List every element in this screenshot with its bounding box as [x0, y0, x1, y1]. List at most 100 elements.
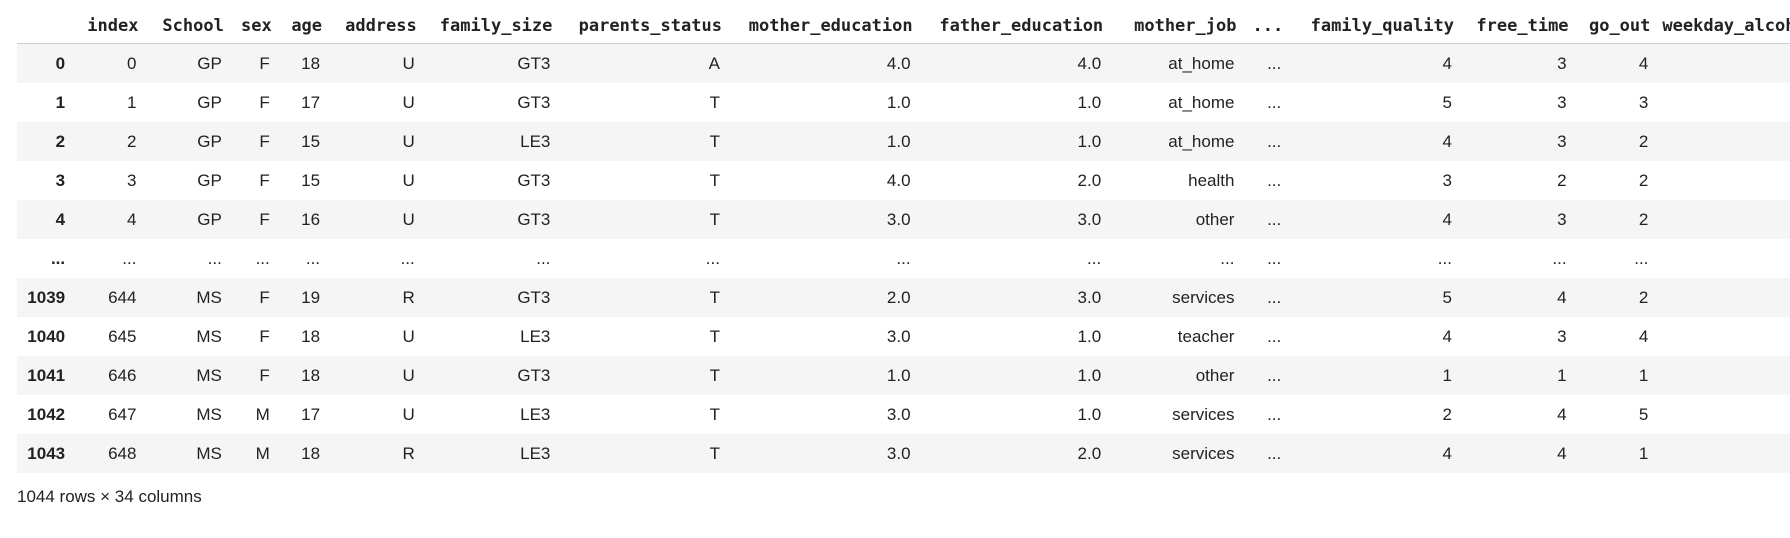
table-cell: 1.0	[1077, 405, 1102, 424]
table-cell: R	[402, 444, 415, 463]
table-cell: 3.0	[886, 327, 911, 346]
dataframe-shape-summary: 1044 rows × 34 columns	[17, 487, 202, 506]
table-cell: ...	[896, 249, 911, 268]
column-header: family_size	[422, 9, 559, 44]
table-cell: 648	[108, 444, 137, 463]
table-cell: 0	[126, 54, 137, 73]
table-cell: 15	[301, 132, 321, 151]
row-index-label: 3	[55, 171, 66, 190]
table-cell: GP	[197, 132, 222, 151]
column-header: index	[73, 9, 145, 44]
table-cell: ...	[255, 249, 270, 268]
table-cell: 2	[1638, 288, 1649, 307]
row-index-label: 1	[55, 93, 66, 112]
table-cell: 17	[301, 93, 321, 112]
table-cell: M	[255, 444, 270, 463]
table-cell: MS	[196, 327, 222, 346]
table-cell: ...	[400, 249, 415, 268]
table-cell: ...	[1267, 405, 1282, 424]
table-cell: 4	[1557, 444, 1567, 463]
column-header: weekday_alcohol_	[1656, 9, 1790, 44]
table-cell: at_home	[1168, 132, 1235, 151]
table-cell: F	[259, 171, 270, 190]
table-cell: 1	[1442, 366, 1452, 385]
table-cell	[1656, 83, 1790, 122]
table-cell: ...	[1267, 288, 1282, 307]
table-cell: 4	[1442, 210, 1452, 229]
table-cell: 3.0	[1077, 210, 1102, 229]
table-cell: 2	[1442, 405, 1452, 424]
column-header: School	[144, 9, 230, 44]
row-index-label: 1043	[27, 444, 66, 463]
table-cell: 16	[301, 210, 321, 229]
table-cell: 1	[1557, 366, 1567, 385]
table-cell: 5	[1442, 93, 1452, 112]
table-cell: 3.0	[1077, 288, 1102, 307]
table-cell: LE3	[520, 444, 551, 463]
table-cell: ...	[207, 249, 222, 268]
table-cell	[1656, 434, 1790, 473]
table-row: 1040 645 MS F 18 U LE3 T 3.0 1.0 teacher... 4 3 4	[17, 317, 1790, 356]
table-row: 1 1 GP F 17 U GT3 T 1.0 1.0 at_home... 5 3 3	[17, 83, 1790, 122]
dataframe-table: index School sex age address family_size paren…	[17, 9, 1790, 473]
table-cell: T	[709, 444, 720, 463]
table-cell: 644	[108, 288, 137, 307]
table-cell	[1656, 278, 1790, 317]
column-header: age	[277, 9, 329, 44]
table-cell	[1656, 122, 1790, 161]
table-cell: 4	[1557, 288, 1567, 307]
table-cell: ...	[1267, 444, 1282, 463]
table-cell: ...	[1437, 249, 1452, 268]
table-cell: T	[709, 171, 720, 190]
table-cell: 5	[1638, 405, 1649, 424]
row-index-label: 4	[55, 210, 66, 229]
dataframe-scroll-container[interactable]: index School sex age address family_size paren…	[17, 9, 1790, 473]
column-header: free_time	[1459, 9, 1575, 44]
column-header: family_quality	[1289, 9, 1460, 44]
table-row: 1043 648 MS M 18 R LE3 T 3.0 2.0 services... 4 4 1	[17, 434, 1790, 473]
table-cell: ...	[305, 249, 321, 268]
column-header: parents_status	[558, 9, 728, 44]
table-cell: 1	[126, 93, 137, 112]
table-cell: U	[402, 93, 415, 112]
table-cell: A	[708, 54, 720, 73]
table-cell: 3	[1557, 210, 1567, 229]
table-cell: 1	[1638, 444, 1649, 463]
table-cell: LE3	[520, 405, 551, 424]
table-cell: F	[259, 288, 270, 307]
table-cell: U	[402, 171, 415, 190]
table-cell: at_home	[1168, 93, 1235, 112]
table-cell: R	[402, 288, 415, 307]
table-row: 3 3 GP F 15 U GT3 T 4.0 2.0 health... 3 2 2	[17, 161, 1790, 200]
table-cell: 4	[126, 210, 137, 229]
row-index-label: 0	[55, 54, 66, 73]
table-cell: ...	[1267, 210, 1282, 229]
row-index-label: 1041	[27, 366, 66, 385]
table-cell: F	[259, 366, 270, 385]
table-cell: 2	[1638, 132, 1649, 151]
table-cell: U	[402, 54, 415, 73]
row-index-label: 1039	[27, 288, 66, 307]
column-header: go_out	[1574, 9, 1657, 44]
table-cell	[1656, 161, 1790, 200]
table-cell: T	[709, 288, 720, 307]
table-cell: 1.0	[1077, 327, 1102, 346]
table-cell: GP	[197, 54, 222, 73]
table-row: ........................................…	[17, 239, 1790, 278]
table-cell: 4	[1442, 132, 1452, 151]
table-cell: services	[1172, 444, 1235, 463]
table-cell: GT3	[517, 366, 551, 385]
table-cell: 3.0	[886, 444, 911, 463]
table-cell: 645	[108, 327, 137, 346]
table-cell: GT3	[517, 171, 551, 190]
table-cell: T	[709, 132, 720, 151]
table-cell: ...	[1267, 171, 1282, 190]
table-cell: at_home	[1168, 54, 1235, 73]
row-index-label: ...	[50, 249, 66, 268]
table-cell: F	[259, 93, 270, 112]
table-cell: GT3	[517, 288, 551, 307]
table-cell: F	[259, 54, 270, 73]
table-row: 1042 647 MS M 17 U LE3 T 3.0 1.0 services... 2 4 5	[17, 395, 1790, 434]
table-cell: 3	[1557, 327, 1567, 346]
table-cell: U	[402, 132, 415, 151]
